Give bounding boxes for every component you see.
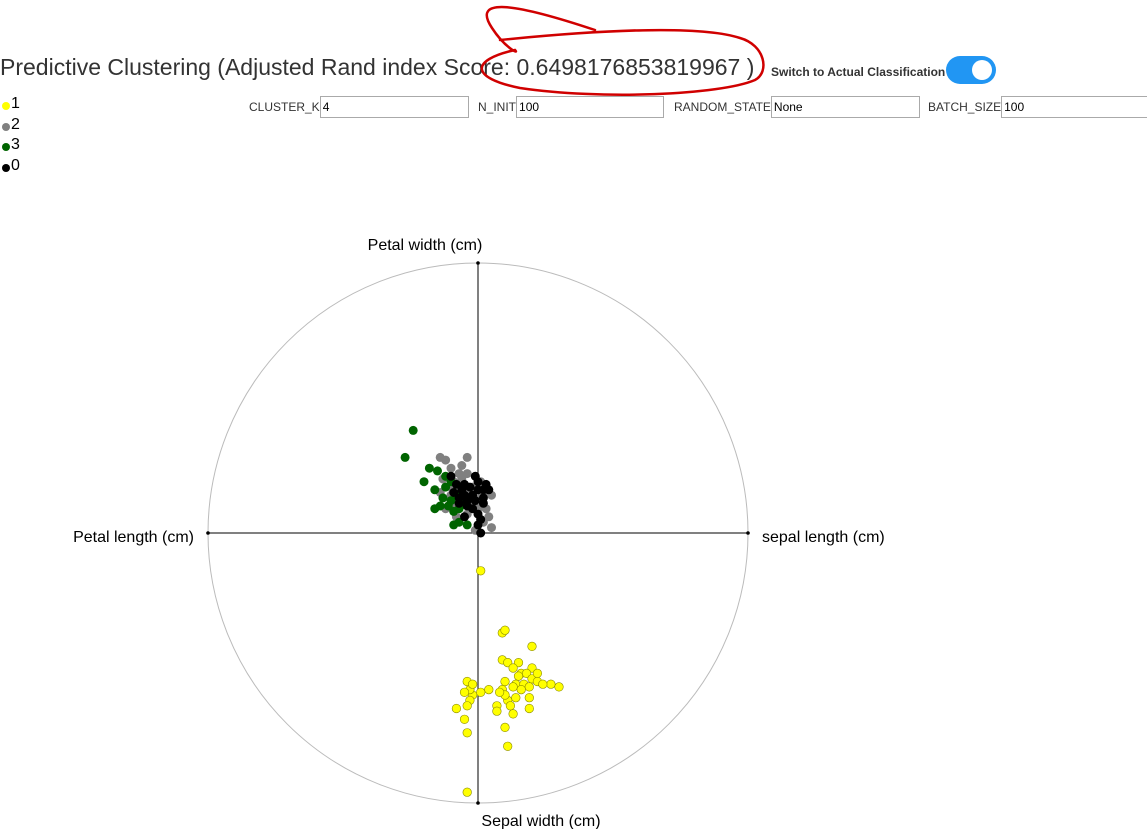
- data-point-cluster-1: [500, 722, 510, 733]
- data-point-cluster-1: [459, 687, 470, 697]
- data-point-cluster-3: [430, 485, 440, 495]
- param-label: BATCH_SIZE: [928, 100, 1002, 114]
- data-point-cluster-0: [454, 498, 464, 508]
- data-point-cluster-0: [468, 490, 478, 500]
- data-point-cluster-1: [524, 703, 534, 714]
- data-points: [400, 425, 564, 797]
- data-point-cluster-1: [516, 684, 526, 695]
- legend-label: 0: [11, 156, 20, 174]
- data-point-cluster-1: [538, 679, 548, 689]
- legend-item: 2: [2, 115, 20, 136]
- axis-label-left: Petal length (cm): [73, 529, 194, 546]
- data-point-cluster-3: [419, 477, 429, 487]
- toggle-knob: [972, 60, 992, 80]
- batch-size-input[interactable]: [1001, 96, 1147, 118]
- data-point-cluster-1: [462, 787, 472, 797]
- legend-dot: [2, 122, 10, 131]
- data-point-cluster-1: [513, 671, 524, 681]
- data-point-cluster-1: [554, 682, 564, 692]
- data-point-cluster-2: [487, 523, 496, 533]
- legend-label: 1: [11, 95, 20, 112]
- data-point-cluster-2: [462, 452, 472, 462]
- data-point-cluster-1: [511, 693, 521, 703]
- axis-label-right: sepal length (cm): [762, 529, 885, 546]
- cluster-k-input[interactable]: [319, 96, 469, 118]
- data-point-cluster-0: [481, 479, 491, 489]
- data-point-cluster-1: [527, 641, 537, 652]
- data-point-cluster-1: [505, 701, 516, 711]
- axis-anchor-left: [206, 531, 210, 535]
- data-point-cluster-2: [454, 469, 464, 479]
- legend-dot: [2, 163, 10, 172]
- toggle-label: Switch to Actual Classification: [771, 65, 946, 79]
- cluster-legend: 1 2 3 0: [2, 94, 20, 176]
- data-point-cluster-1: [484, 684, 494, 695]
- param-n-init: N_INIT: [478, 96, 665, 118]
- data-point-cluster-1: [503, 741, 513, 751]
- axis-anchor-bottom: [476, 801, 480, 805]
- data-point-cluster-1: [476, 687, 486, 697]
- data-point-cluster-1: [451, 703, 462, 714]
- data-point-cluster-0: [446, 471, 456, 481]
- data-point-cluster-3: [433, 466, 442, 476]
- data-point-cluster-1: [495, 687, 505, 697]
- data-point-cluster-3: [449, 520, 459, 530]
- data-point-cluster-2: [441, 455, 451, 465]
- data-point-cluster-3: [462, 520, 472, 530]
- data-point-cluster-3: [424, 463, 434, 473]
- data-point-cluster-3: [443, 501, 453, 511]
- axis-anchor-right: [746, 531, 750, 535]
- data-point-cluster-0: [476, 515, 486, 524]
- axis-anchor-top: [476, 261, 480, 265]
- param-label: CLUSTER_K: [249, 100, 320, 114]
- data-point-cluster-1: [508, 663, 518, 673]
- param-cluster-k: CLUSTER_K: [249, 96, 469, 118]
- data-point-cluster-0: [476, 528, 486, 538]
- legend-item: 3: [2, 135, 20, 156]
- data-point-cluster-1: [459, 714, 470, 724]
- legend-dot: [2, 143, 10, 152]
- random-state-input[interactable]: [770, 96, 920, 118]
- legend-item: 1: [2, 94, 20, 115]
- param-label: RANDOM_STATE: [674, 100, 771, 114]
- data-point-cluster-3: [400, 452, 410, 462]
- param-random-state: RANDOM_STATE: [674, 96, 920, 118]
- data-point-cluster-3: [408, 425, 418, 435]
- data-point-cluster-1: [532, 668, 543, 679]
- legend-item: 0: [2, 156, 20, 177]
- data-point-cluster-0: [457, 485, 467, 495]
- data-point-cluster-1: [508, 709, 518, 719]
- data-point-cluster-1: [508, 682, 518, 692]
- legend-dot: [2, 102, 10, 111]
- data-point-cluster-0: [460, 512, 469, 522]
- data-point-cluster-2: [446, 463, 456, 473]
- data-point-cluster-0: [473, 477, 483, 487]
- classification-toggle[interactable]: [946, 56, 996, 84]
- data-point-cluster-1: [476, 566, 486, 576]
- data-point-cluster-1: [462, 701, 472, 711]
- axis-label-bottom: Sepal width (cm): [481, 813, 600, 829]
- legend-label: 3: [11, 136, 20, 153]
- data-point-cluster-1: [462, 728, 472, 738]
- param-label: N_INIT: [478, 100, 517, 114]
- data-point-cluster-0: [478, 498, 488, 508]
- data-point-cluster-3: [430, 504, 440, 514]
- legend-label: 2: [11, 115, 20, 133]
- data-point-cluster-1: [546, 679, 556, 689]
- data-point-cluster-1: [468, 679, 478, 689]
- data-point-cluster-0: [462, 501, 472, 511]
- data-point-cluster-0: [465, 482, 475, 492]
- axis-label-top: Petal width (cm): [368, 237, 483, 254]
- data-point-cluster-1: [500, 676, 510, 687]
- data-point-cluster-1: [524, 693, 534, 703]
- data-point-cluster-1: [524, 682, 534, 692]
- data-point-cluster-1: [492, 706, 502, 716]
- data-point-cluster-1: [500, 625, 510, 635]
- n-init-input[interactable]: [516, 96, 665, 118]
- data-point-cluster-2: [484, 512, 494, 522]
- param-batch-size: BATCH_SIZE: [928, 96, 1147, 118]
- data-point-cluster-2: [457, 461, 467, 470]
- data-point-cluster-3: [438, 493, 448, 503]
